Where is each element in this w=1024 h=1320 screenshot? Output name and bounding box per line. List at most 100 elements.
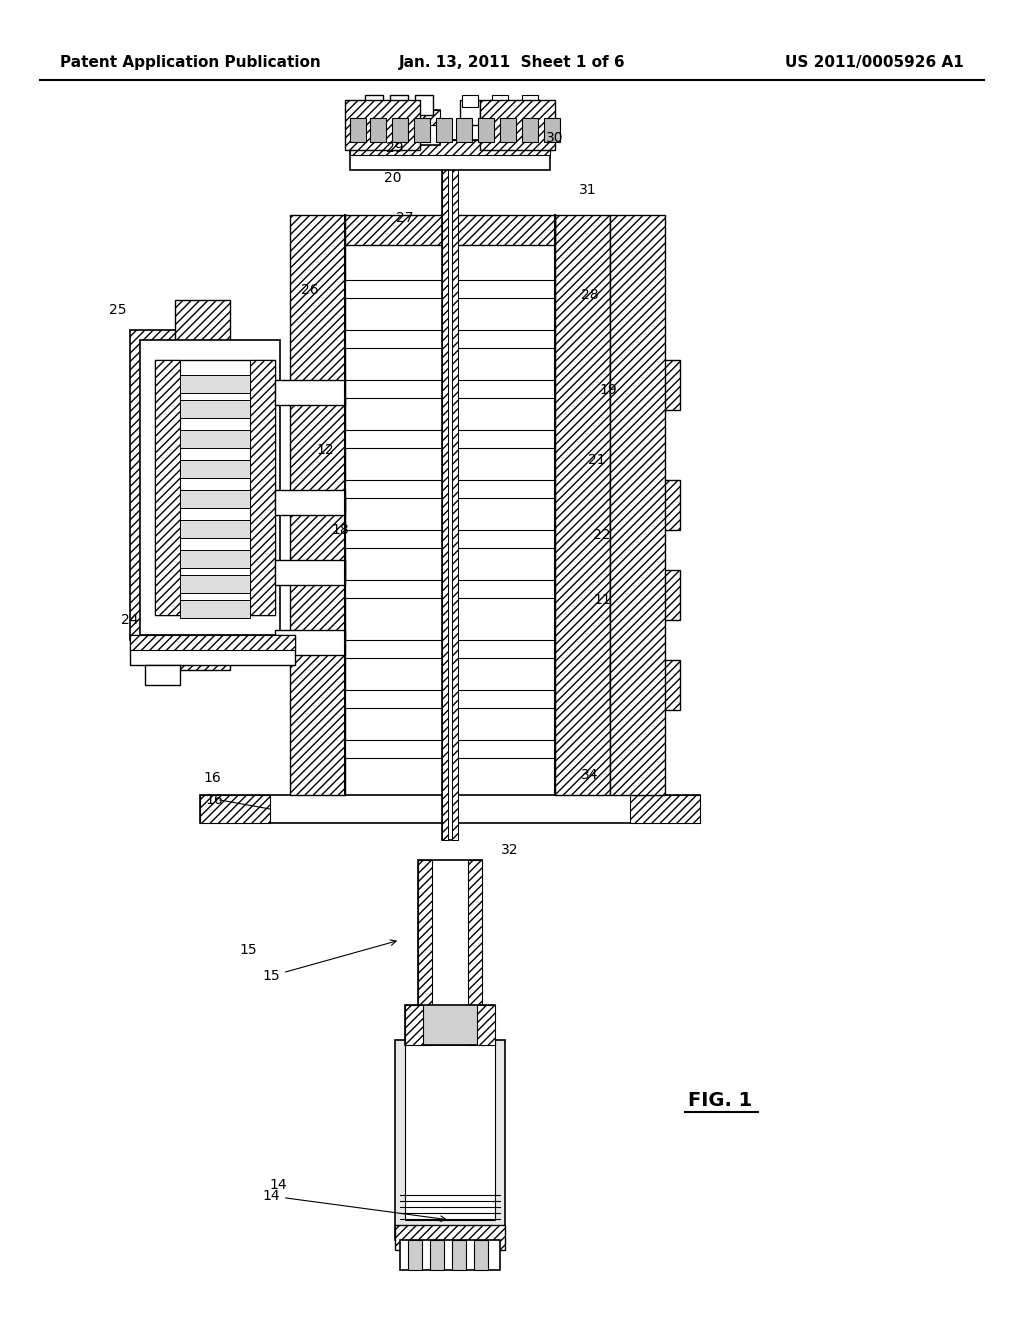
Bar (474, 1239, 488, 1270)
Bar (395, 1225, 505, 1250)
Bar (345, 579, 555, 598)
Bar (345, 330, 555, 348)
Text: 30: 30 (546, 131, 564, 145)
Bar (275, 560, 345, 585)
Bar (490, 100, 510, 125)
Text: 24: 24 (121, 612, 138, 627)
Bar (390, 95, 408, 115)
Bar (520, 100, 540, 125)
Text: 16: 16 (205, 793, 223, 807)
Bar (610, 215, 665, 795)
Bar (145, 665, 180, 685)
Bar (345, 280, 555, 298)
Bar (452, 1239, 466, 1270)
Bar (406, 1005, 423, 1045)
Bar (350, 117, 366, 143)
Bar (492, 95, 508, 107)
Bar (155, 360, 275, 615)
Bar (200, 795, 270, 822)
Bar (290, 215, 345, 795)
Text: 14: 14 (262, 1189, 446, 1221)
Bar (452, 140, 458, 840)
Text: 19: 19 (599, 383, 616, 397)
Bar (610, 480, 680, 531)
Text: 22: 22 (593, 528, 610, 543)
Bar (345, 215, 555, 246)
Text: 28: 28 (582, 288, 599, 302)
Bar (275, 490, 345, 515)
Bar (250, 360, 275, 615)
Bar (555, 215, 610, 795)
Text: 34: 34 (582, 768, 599, 781)
Bar (406, 1040, 495, 1220)
Bar (522, 117, 538, 143)
Bar (477, 1005, 495, 1045)
Bar (140, 341, 280, 635)
Bar (522, 95, 538, 107)
Bar (345, 100, 420, 150)
Bar (180, 400, 250, 418)
Text: 20: 20 (384, 172, 401, 185)
Bar (350, 140, 550, 154)
Text: 27: 27 (396, 211, 414, 224)
Text: US 2011/0005926 A1: US 2011/0005926 A1 (785, 54, 964, 70)
Text: 25: 25 (110, 304, 127, 317)
Bar (180, 375, 250, 393)
Bar (544, 117, 560, 143)
Bar (180, 601, 250, 618)
Bar (175, 300, 230, 671)
Bar (380, 110, 440, 125)
Bar (155, 360, 180, 615)
Bar (130, 635, 295, 665)
Bar (180, 490, 250, 508)
Text: 14: 14 (269, 1177, 287, 1192)
Bar (180, 430, 250, 447)
Bar (408, 1239, 422, 1270)
Bar (370, 117, 386, 143)
Bar (400, 1239, 500, 1270)
Bar (395, 1040, 505, 1239)
Bar (275, 630, 345, 655)
Bar (345, 380, 555, 399)
Bar (500, 117, 516, 143)
Bar (345, 430, 555, 447)
Bar (345, 690, 555, 708)
Bar (418, 861, 432, 1045)
Bar (460, 100, 480, 125)
Bar (365, 95, 383, 115)
Bar (442, 140, 449, 840)
Bar (345, 480, 555, 498)
Bar (180, 520, 250, 539)
Text: 18: 18 (331, 523, 349, 537)
Bar (345, 531, 555, 548)
Bar (345, 640, 555, 657)
Bar (478, 117, 494, 143)
Bar (200, 795, 700, 822)
Bar (414, 117, 430, 143)
Text: Patent Application Publication: Patent Application Publication (60, 54, 321, 70)
Bar (468, 861, 482, 1045)
Text: 26: 26 (301, 282, 318, 297)
Bar (630, 795, 700, 822)
Text: FIG. 1: FIG. 1 (688, 1090, 752, 1110)
Bar (130, 330, 230, 640)
Text: 31: 31 (580, 183, 597, 197)
Text: 12: 12 (316, 444, 334, 457)
Text: 16: 16 (203, 771, 221, 785)
Bar (180, 459, 250, 478)
Bar (350, 140, 550, 170)
Bar (380, 110, 440, 145)
Text: Jan. 13, 2011  Sheet 1 of 6: Jan. 13, 2011 Sheet 1 of 6 (398, 54, 626, 70)
Bar (430, 1239, 444, 1270)
Bar (180, 550, 250, 568)
Bar (275, 380, 345, 405)
Bar (442, 140, 458, 840)
Bar (345, 741, 555, 758)
Text: 21: 21 (588, 453, 606, 467)
Bar (610, 570, 680, 620)
Bar (418, 861, 482, 1045)
Bar (480, 100, 555, 150)
Bar (462, 95, 478, 107)
Text: 15: 15 (262, 940, 396, 983)
Bar (610, 660, 680, 710)
